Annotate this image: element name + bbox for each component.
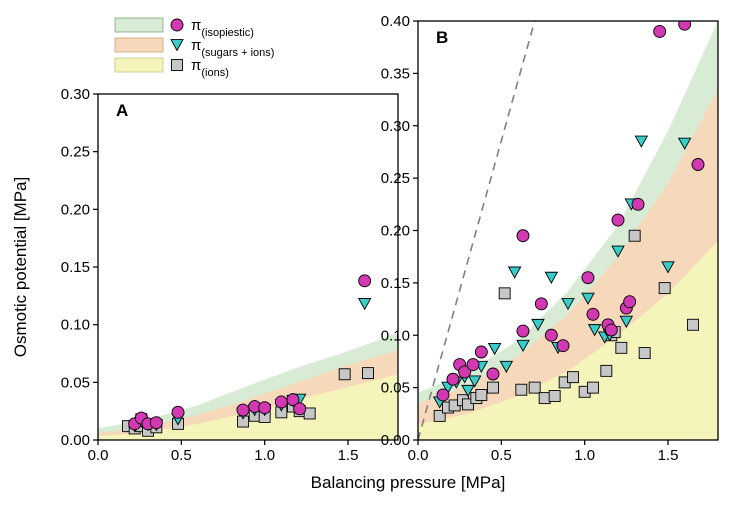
svg-text:0.5: 0.5 [491,447,512,464]
svg-text:0.30: 0.30 [381,118,410,135]
svg-text:0.20: 0.20 [61,201,90,218]
svg-text:0.10: 0.10 [61,317,90,334]
svg-text:0.00: 0.00 [381,432,410,449]
svg-text:0.40: 0.40 [381,13,410,30]
svg-text:0.35: 0.35 [381,65,410,82]
svg-text:Balancing pressure [MPa]: Balancing pressure [MPa] [311,473,506,492]
svg-text:0.25: 0.25 [381,170,410,187]
svg-text:1.5: 1.5 [338,447,359,464]
svg-text:0.05: 0.05 [381,380,410,397]
svg-text:0.15: 0.15 [61,259,90,276]
svg-text:Osmotic potential [MPa]: Osmotic potential [MPa] [11,177,30,357]
svg-text:1.0: 1.0 [574,447,595,464]
svg-text:0.00: 0.00 [61,432,90,449]
svg-text:0.15: 0.15 [381,275,410,292]
svg-text:0.05: 0.05 [61,374,90,391]
svg-text:0.0: 0.0 [88,447,109,464]
svg-text:B: B [436,28,448,47]
figure-root: 0.0 0.5 1.0 1.5 0.00 0.05 0.10 0.15 0.20 0.25 0.30… [0,0,740,516]
svg-text:1.0: 1.0 [254,447,275,464]
svg-text:1.5: 1.5 [658,447,679,464]
svg-text:0.0: 0.0 [408,447,429,464]
svg-text:0.20: 0.20 [381,223,410,240]
svg-text:0.25: 0.25 [61,144,90,161]
svg-text:A: A [116,101,128,120]
svg-text:0.5: 0.5 [171,447,192,464]
figure-svg: 0.0 0.5 1.0 1.5 0.00 0.05 0.10 0.15 0.20 0.25 0.30… [0,0,740,516]
svg-text:0.30: 0.30 [61,86,90,103]
svg-text:0.10: 0.10 [381,327,410,344]
